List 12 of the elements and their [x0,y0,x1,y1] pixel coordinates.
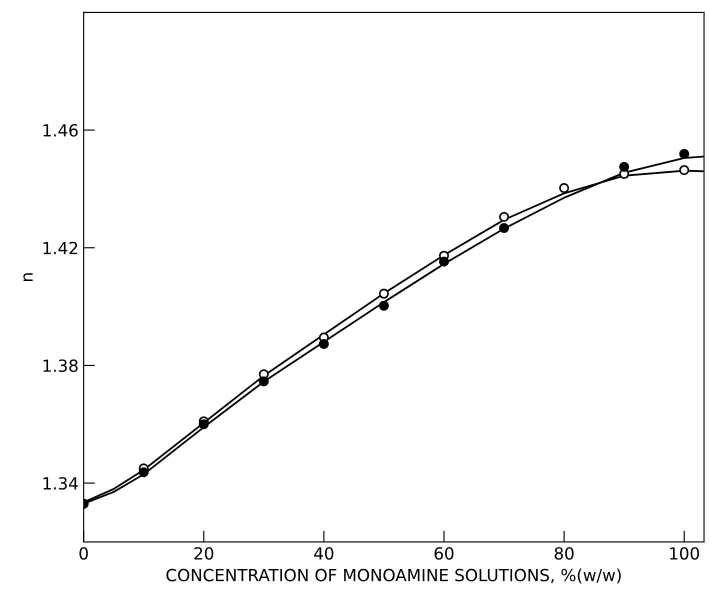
y-axis-title: n [23,273,33,281]
x-tick-label: 60 [434,547,454,560]
x-tick-label: 0 [79,547,88,560]
y-tick-label: 1.42 [44,242,78,254]
x-tick-label: 40 [314,547,334,560]
x-axis-title: CONCENTRATION OF MONOAMINE SOLUTIONS, %(w/w) [166,568,621,584]
x-tick-label: 100 [670,547,700,560]
y-tick-label: 1.34 [44,477,78,490]
y-tick-label: 1.46 [44,124,78,137]
x-tick-label: 80 [554,547,574,560]
x-tick-label: 20 [194,547,214,560]
y-tick-label: 1.38 [44,359,78,372]
